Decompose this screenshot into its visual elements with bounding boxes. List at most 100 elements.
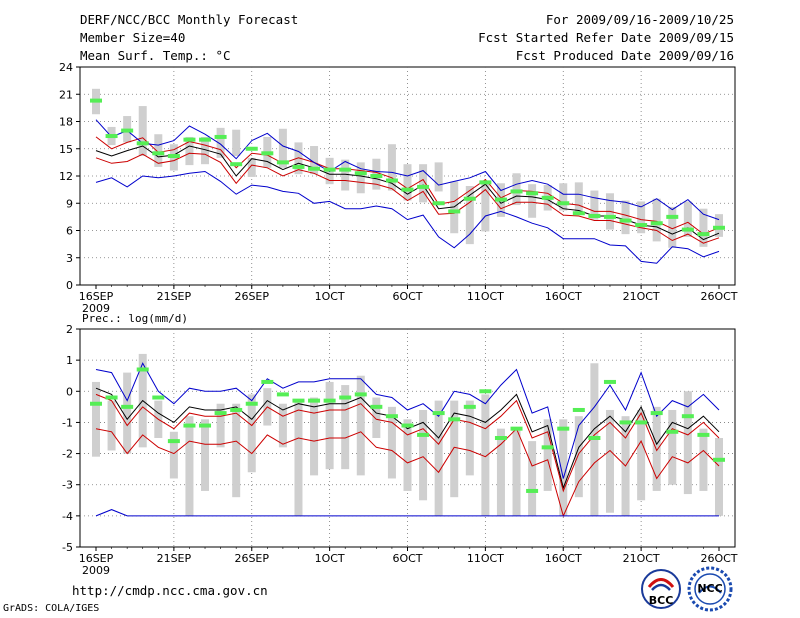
temp-observed-marker [370,174,383,178]
ncc-logo-text: NCC [697,582,722,595]
temp-ensemble-box [481,182,490,232]
temp-line-minimum [95,170,720,264]
prec-ensemble-box [419,409,428,501]
prec-xtick-year: 2009 [82,564,110,577]
temp-ensemble-box [387,144,396,191]
prec-ensemble-box [637,409,646,501]
prec-ensemble-box [356,375,365,476]
prec-ytick-label: 1 [66,354,73,367]
prec-ensemble-box [683,391,692,495]
prec-observed-marker [713,457,725,462]
temp-observed-marker [105,134,118,139]
prec-ensemble-box [434,400,443,516]
temp-observed-marker [261,151,274,156]
prec-observed-marker [479,389,492,394]
temp-ensemble-box [310,146,319,175]
temp-observed-marker [588,213,601,218]
ncc-logo: NCC [685,566,735,612]
prec-observed-marker [557,426,570,431]
prec-observed-marker [152,395,165,400]
prec-observed-marker [494,436,507,440]
prec-ensemble-box [465,400,474,476]
prec-observed-marker [681,414,694,419]
temp-observed-marker [463,196,476,201]
prec-ensemble-box [325,381,334,470]
temp-ensemble-box [138,106,147,157]
grads-credit: GrADS: COLA/IGES [3,603,100,614]
temp-observed-marker [167,154,180,159]
temp-observed-marker [199,137,212,142]
bcc-logo-text: BCC [649,594,674,607]
temp-observed-marker [432,201,445,206]
prec-ensemble-box [715,438,723,516]
temp-ytick-label: 0 [66,279,73,292]
temp-observed-marker [557,201,570,206]
temp-observed-marker [448,209,461,214]
prec-ensemble-box [652,406,661,491]
temp-ensemble-box [621,200,630,235]
prec-observed-marker [121,404,134,409]
prec-ensemble-box [169,431,178,479]
temp-observed-marker [121,128,134,133]
prec-xtick-label: 6OCT [392,552,422,565]
temp-observed-marker [401,187,414,192]
prec-ensemble-box [387,406,396,479]
prec-observed-marker [292,398,305,403]
prec-observed-marker [603,379,616,384]
temp-ensemble-box [232,129,241,157]
prec-ensemble-box [605,409,614,513]
prec-observed-marker [432,411,445,416]
temp-observed-marker [666,214,679,219]
temp-ensemble-box [419,164,428,203]
temp-observed-marker [292,164,305,169]
temp-observed-marker [572,211,585,216]
prec-xtick-label: 1OCT [315,552,345,565]
prec-ensemble-box [528,441,537,516]
temp-xtick-label: 6OCT [392,290,422,303]
temp-ytick-label: 24 [59,61,73,74]
prec-line-lower-percentile [95,427,720,518]
temp-ensemble-box [637,201,646,234]
prec-xtick-label: 11OCT [467,552,504,565]
prec-observed-marker [666,429,679,434]
prec-line-ensemble-mean [95,387,720,490]
temp-ensemble-box [683,201,692,237]
prec-observed-marker [463,404,476,409]
bcc-logo: BCC [640,568,682,610]
temp-ytick-label: 15 [59,143,73,156]
prec-ensemble-box [216,403,225,448]
prec-observed-marker [308,398,321,403]
temp-ensemble-box [699,208,708,247]
prec-observed-marker [385,414,398,419]
prec-observed-marker [339,395,352,400]
prec-ytick-label: -1 [62,416,73,429]
temp-observed-marker [308,166,321,171]
temp-ytick-label: 6 [66,225,73,238]
temp-observed-marker [214,134,227,139]
temp-ensemble-box [403,164,412,201]
temp-observed-marker [136,141,149,146]
temp-ytick-label: 9 [66,197,73,210]
prec-observed-marker [230,407,243,412]
prec-observed-marker [183,423,196,428]
prec-ytick-label: -5 [62,541,73,554]
chart-title: DERF/NCC/BCC Monthly Forecast [80,12,299,27]
variable-label-temperature: Mean Surf. Temp.: °C [80,48,231,63]
prec-observed-marker [370,404,383,409]
temp-observed-marker [385,178,398,183]
prec-xtick-label: 16OCT [545,552,582,565]
prec-ensemble-box [403,419,412,491]
prec-xtick-label: 21OCT [623,552,660,565]
forecast-produced-label: Fcst Produced Date 2009/09/16 [515,48,734,63]
forecast-started-label: Fcst Started Refer Date 2009/09/15 [478,30,734,45]
prec-ensemble-box [481,394,490,516]
prec-observed-marker [136,367,149,372]
prec-ensemble-box [107,400,116,451]
temp-observed-marker [245,146,258,151]
prec-observed-marker [167,439,180,444]
temp-ytick-label: 3 [66,252,73,265]
prec-observed-marker [90,401,102,406]
prec-ensemble-box [232,403,241,498]
prec-ytick-label: -4 [62,510,73,523]
